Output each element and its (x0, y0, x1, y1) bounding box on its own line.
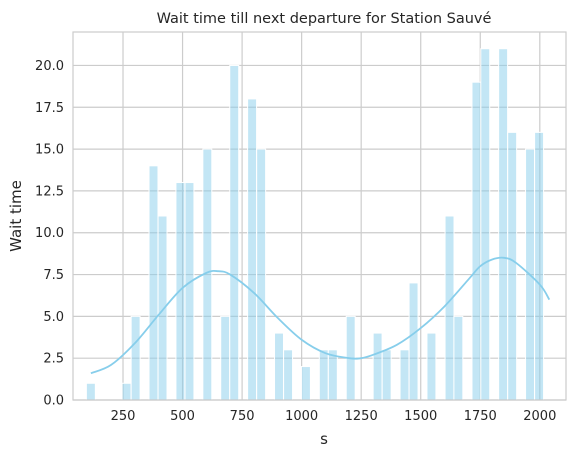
histogram-bar (220, 315, 231, 401)
histogram-bar (121, 382, 132, 401)
y-tick-label: 12.5 (35, 184, 64, 199)
x-axis-label: s (320, 430, 328, 448)
kde-curve-group (90, 256, 551, 375)
histogram-bar (534, 131, 545, 401)
y-tick-label: 5.0 (43, 310, 64, 325)
y-tick-label: 15.0 (35, 143, 64, 158)
histogram-bar (157, 215, 168, 401)
histogram-bar (130, 315, 141, 401)
histogram-bar (283, 349, 294, 401)
histogram-bar (498, 48, 509, 401)
histogram-bar (85, 382, 96, 401)
histogram-bar (399, 349, 410, 401)
grid-lines (73, 32, 566, 401)
y-tick-label: 17.5 (35, 101, 64, 116)
x-tick-label: 250 (111, 409, 136, 424)
x-tick-labels: 250 500 750 1000 1250 1500 1750 2000 (111, 409, 557, 424)
histogram-bar (507, 131, 518, 401)
histogram-bar (408, 282, 419, 401)
histogram-bar (381, 349, 392, 401)
y-tick-label: 0.0 (43, 394, 64, 409)
histogram-bar (471, 81, 482, 401)
histogram-bar (444, 215, 455, 401)
y-tick-label: 10.0 (35, 226, 64, 241)
x-tick-label: 500 (170, 409, 195, 424)
y-axis-label: Wait time (7, 180, 25, 252)
histogram-bar (229, 64, 240, 401)
histogram-bar (175, 182, 186, 401)
y-tick-label: 2.5 (43, 352, 64, 367)
x-tick-label: 1000 (285, 409, 318, 424)
histogram-bar (426, 332, 437, 401)
y-tick-label: 20.0 (35, 59, 64, 74)
y-tick-label: 7.5 (43, 268, 64, 283)
histogram-bar (480, 48, 491, 401)
histogram-bar (184, 182, 195, 401)
plot-frame (72, 31, 567, 401)
x-tick-label: 1500 (404, 409, 437, 424)
histogram-bar (372, 332, 383, 401)
chart-title: Wait time till next departure for Statio… (157, 11, 492, 27)
histogram-bar (453, 315, 464, 401)
histogram-bar (148, 165, 159, 401)
histogram-bar (247, 98, 258, 401)
kde-line (90, 256, 551, 375)
histogram-bar (318, 349, 329, 401)
x-tick-label: 1750 (464, 409, 497, 424)
histogram-bar (274, 332, 284, 401)
x-tick-label: 2000 (523, 409, 556, 424)
x-tick-label: 1250 (345, 409, 378, 424)
histogram-bar (327, 349, 338, 401)
y-tick-labels: 0.0 2.5 5.0 7.5 10.0 12.5 15.0 17.5 20.0 (35, 59, 64, 409)
x-tick-label: 750 (230, 409, 255, 424)
histogram-bar (256, 148, 267, 401)
histogram-bar (300, 366, 311, 401)
